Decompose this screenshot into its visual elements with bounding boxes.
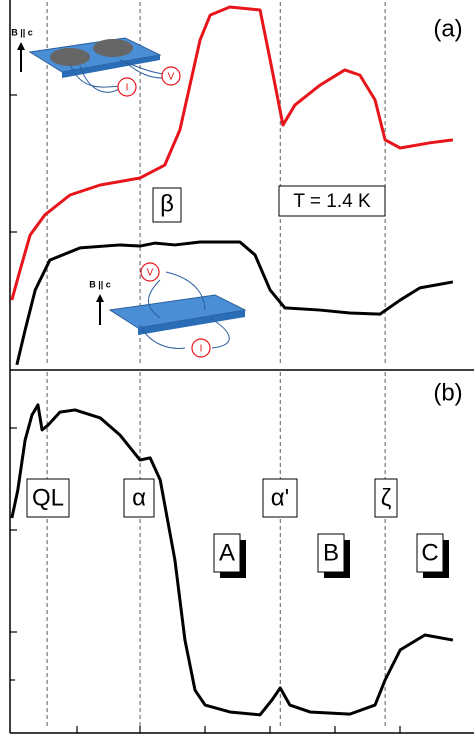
- temperature-label: T = 1.4 K: [293, 191, 371, 212]
- voltage-label: V: [147, 268, 154, 279]
- ql-label: QL: [32, 484, 64, 511]
- inset-sample: [96, 271, 247, 349]
- beta-label: β: [160, 190, 174, 217]
- frame: [9, 0, 474, 734]
- current-circle: [191, 338, 211, 358]
- label-box: [317, 533, 345, 573]
- data-line: [10, 403, 454, 717]
- alpha-prime-label: α': [271, 484, 289, 511]
- data-line: [10, 5, 454, 301]
- label-box: [152, 187, 182, 223]
- voltage-circle: [161, 66, 181, 86]
- voltage-circle: [140, 262, 160, 282]
- field-label: B || c: [89, 279, 111, 289]
- panel-label: (a): [433, 15, 462, 42]
- data-line: [15, 240, 454, 366]
- label-box: [278, 185, 386, 217]
- field-label: B || c: [11, 27, 33, 37]
- label-box: [416, 533, 444, 573]
- c-label: C: [421, 539, 438, 566]
- current-circle: [117, 77, 137, 97]
- label-box: [123, 478, 155, 518]
- zeta-label: ζ: [381, 484, 392, 511]
- label-box: [26, 478, 70, 518]
- label-box: [262, 478, 298, 518]
- voltage-label: V: [168, 72, 175, 83]
- current-label: I: [126, 83, 129, 94]
- label-box: [374, 478, 398, 518]
- panel-label: (b): [433, 379, 462, 406]
- a-label: A: [219, 539, 235, 566]
- b-label: B: [323, 539, 339, 566]
- label-box: [213, 533, 241, 573]
- alpha-label: α: [132, 484, 146, 511]
- current-label: I: [200, 344, 203, 355]
- inset-sample: [17, 37, 164, 93]
